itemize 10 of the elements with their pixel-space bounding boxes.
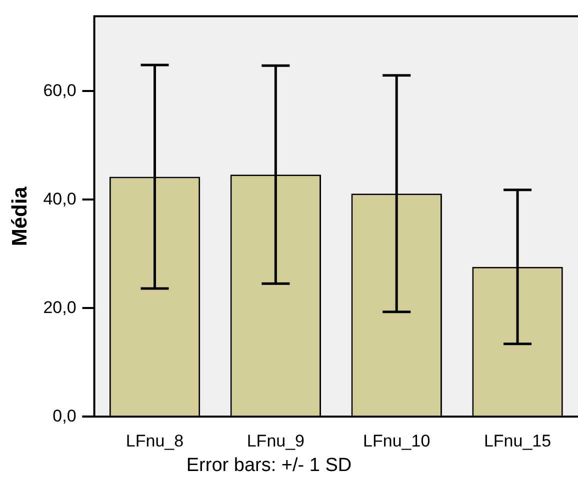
y-tick-label: 40,0 bbox=[43, 189, 76, 208]
text: Error bars: +/- 1 SD bbox=[185, 455, 353, 477]
x-tick-label: LFnu_8 bbox=[126, 431, 184, 450]
x-tick-label: LFnu_9 bbox=[246, 431, 305, 450]
y-axis-title: Média bbox=[8, 186, 32, 246]
x-tick-label: LFnu_15 bbox=[484, 431, 552, 450]
y-tick-label: 0,0 bbox=[52, 406, 76, 426]
y-tick-label: 20,0 bbox=[43, 298, 76, 317]
x-tick-label: LFnu_10 bbox=[363, 431, 430, 450]
y-tick-label: 60,0 bbox=[43, 80, 76, 100]
